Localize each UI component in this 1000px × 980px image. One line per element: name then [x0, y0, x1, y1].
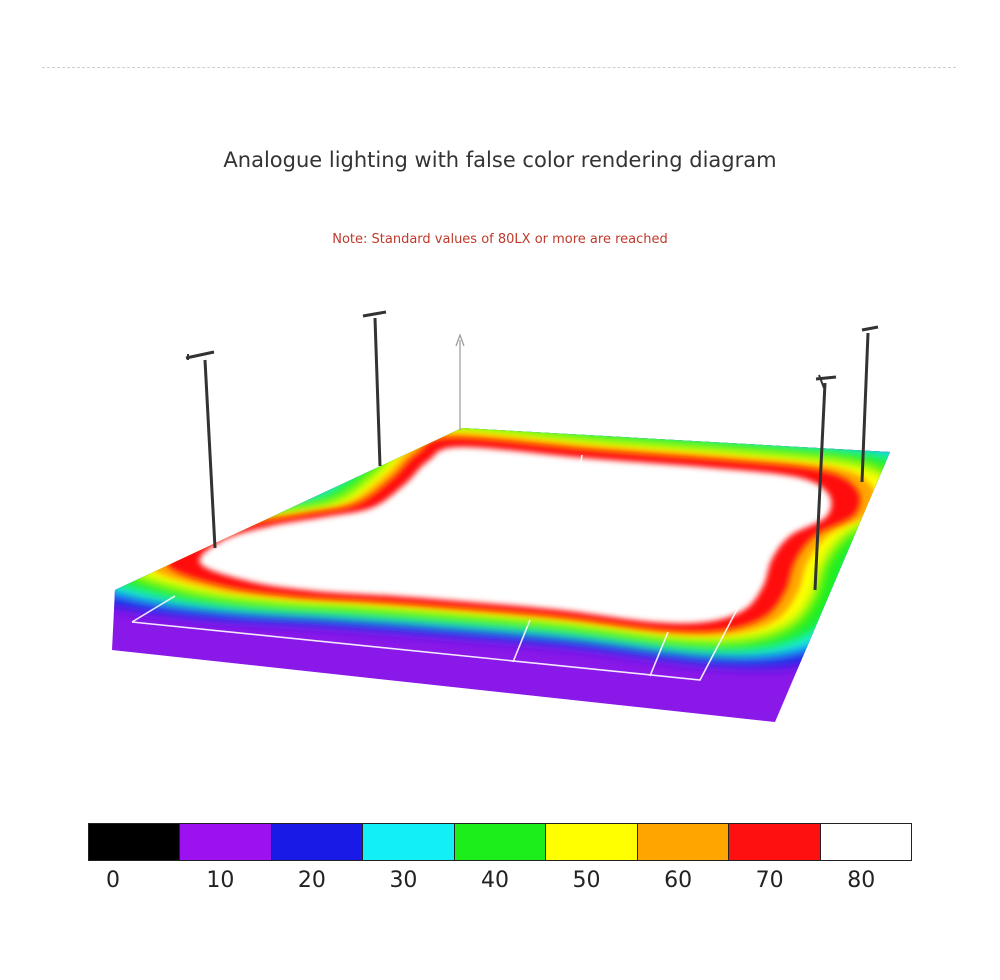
legend-swatch-20: [271, 824, 364, 860]
legend-tick-80: 80: [847, 868, 876, 893]
light-pole-1: [185, 350, 217, 549]
color-scale-ticks: 0 10 20 30 40 50 60 70 80: [0, 868, 1000, 898]
light-pole-3: [813, 374, 837, 591]
legend-tick-40: 40: [481, 868, 509, 893]
axis-marker: [455, 333, 465, 430]
legend-tick-20: 20: [297, 868, 326, 893]
band-80: [199, 446, 832, 624]
legend-swatch-10: [180, 824, 272, 860]
legend-swatch-0: [89, 824, 181, 860]
diagram-note: Note: Standard values of 80LX or more ar…: [332, 232, 668, 247]
legend-tick-0: 0: [106, 868, 120, 893]
color-scale-legend: [88, 823, 912, 861]
legend-swatch-50: [546, 824, 638, 860]
legend-tick-30: 30: [389, 868, 418, 893]
legend-swatch-40: [454, 824, 547, 860]
legend-swatch-30: [363, 824, 455, 860]
diagram-title: Analogue lighting with false color rende…: [223, 148, 777, 172]
legend-tick-10: 10: [206, 868, 235, 893]
legend-swatch-70: [729, 824, 821, 860]
light-pole-4: [860, 325, 879, 483]
legend-tick-70: 70: [755, 868, 784, 893]
illuminance-bands: [112, 428, 890, 668]
light-poles: [185, 310, 879, 591]
legend-tick-60: 60: [664, 868, 693, 893]
legend-swatch-60: [637, 824, 730, 860]
top-divider: [42, 67, 956, 68]
light-pole-2: [362, 310, 387, 467]
field-lines: [131, 454, 743, 681]
legend-tick-50: 50: [572, 868, 601, 893]
legend-swatch-80: [820, 824, 911, 860]
